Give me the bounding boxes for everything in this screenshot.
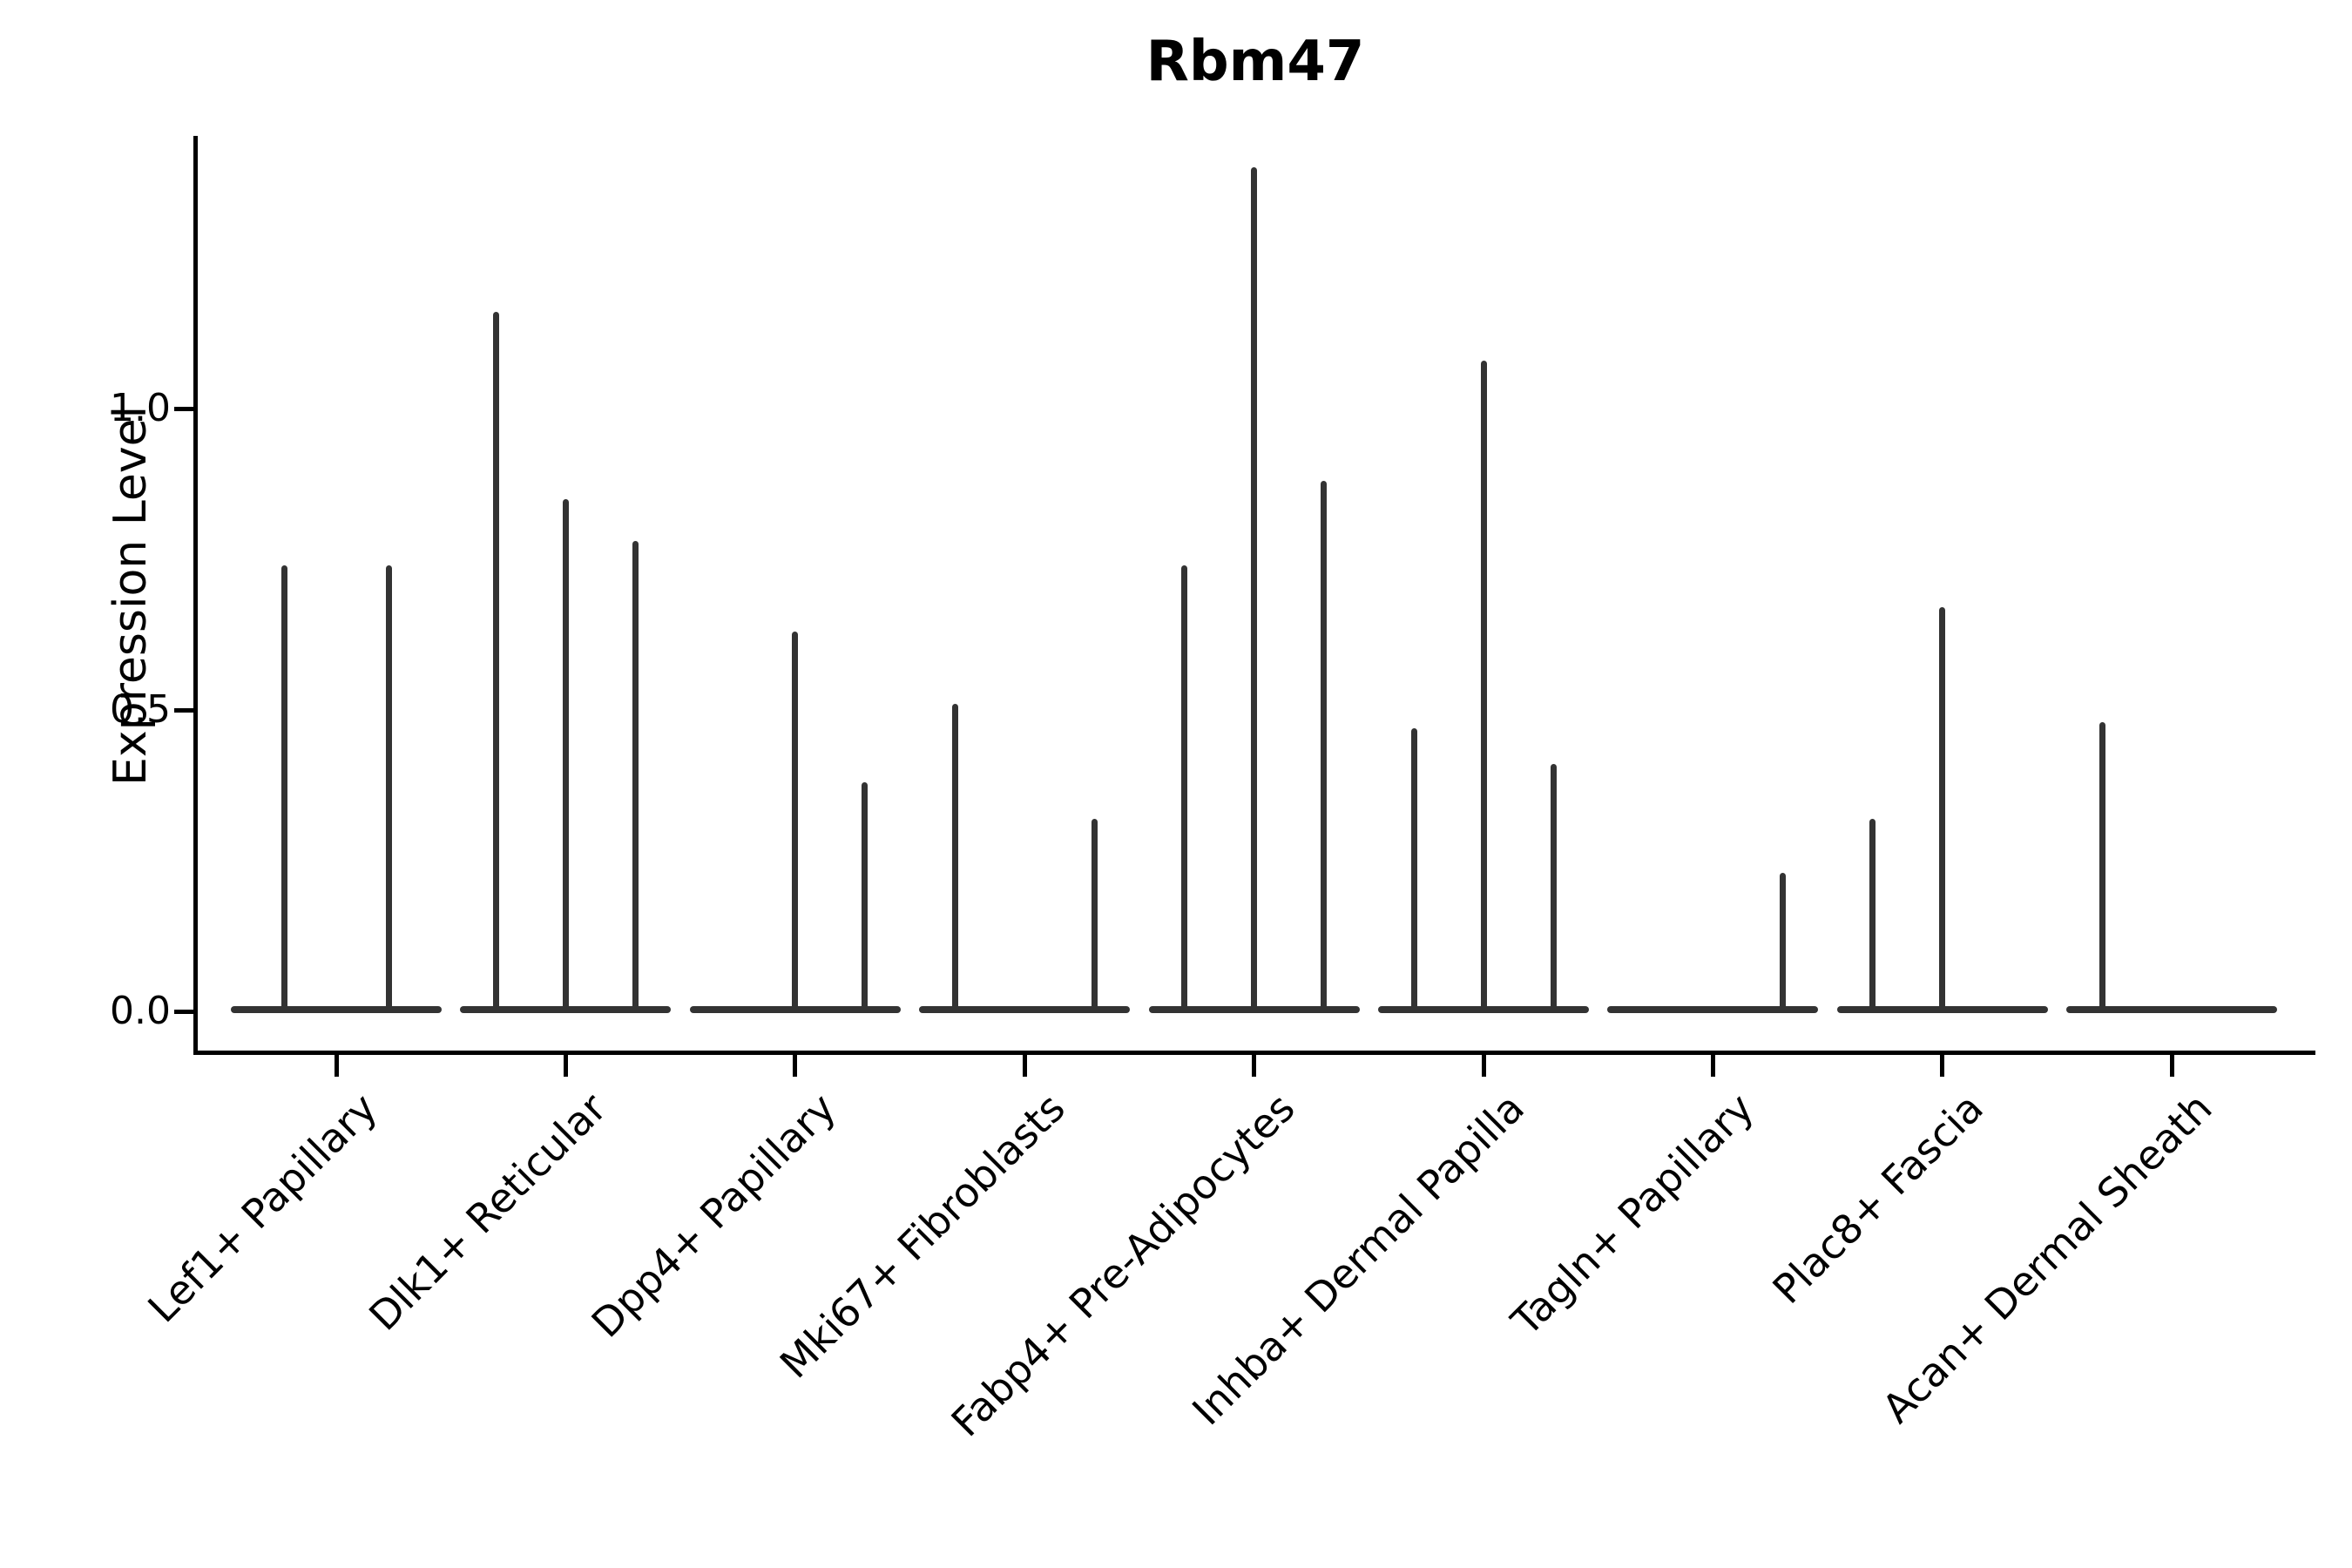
x-tick-mark <box>1022 1052 1027 1077</box>
x-tick-label: Tagln+ Papillary <box>1502 1084 1763 1345</box>
x-tick-label: Plac8+ Fascia <box>1763 1084 1992 1313</box>
y-tick-label: 0.5 <box>110 687 171 732</box>
y-tick-label: 0.0 <box>110 989 171 1033</box>
violin-spike <box>862 782 868 1011</box>
x-tick-mark <box>1940 1052 1945 1077</box>
y-tick-label: 1.0 <box>110 386 171 430</box>
x-tick-mark <box>2169 1052 2174 1077</box>
violin-baseline <box>1607 1006 1819 1013</box>
x-tick-label: Lef1+ Papillary <box>138 1084 386 1332</box>
violin-baseline <box>231 1006 442 1013</box>
x-tick-mark <box>334 1052 339 1077</box>
x-tick-mark <box>563 1052 568 1077</box>
x-tick-label: Dlk1+ Reticular <box>359 1084 616 1340</box>
x-tick-mark <box>793 1052 798 1077</box>
violin-spike <box>1869 818 1876 1011</box>
violin-spike <box>1251 167 1258 1011</box>
y-tick-mark <box>174 1009 198 1014</box>
violin-spike <box>1410 727 1417 1011</box>
violin-baseline <box>2066 1006 2278 1013</box>
y-tick-mark <box>174 707 198 713</box>
y-axis-spine <box>193 136 198 1055</box>
violin-baseline <box>919 1006 1131 1013</box>
violin-spike <box>951 704 958 1011</box>
x-tick-mark <box>1481 1052 1486 1077</box>
violin-spike <box>2099 721 2105 1011</box>
x-tick-mark <box>1252 1052 1257 1077</box>
violin-spike <box>792 632 799 1011</box>
violin-spike <box>1550 764 1557 1011</box>
violin-spike <box>280 564 287 1011</box>
violin-spike <box>1939 607 1946 1011</box>
violin-spike <box>492 312 499 1011</box>
violin-spike <box>1181 564 1188 1011</box>
x-tick-mark <box>1710 1052 1715 1077</box>
violin-spike <box>1480 360 1487 1011</box>
x-tick-label: Dpp4+ Papillary <box>582 1084 845 1347</box>
violin-spike <box>1321 481 1328 1011</box>
violin-spike <box>1091 818 1098 1011</box>
violin-spike <box>1779 872 1786 1011</box>
y-tick-mark <box>174 406 198 411</box>
violin-spike <box>562 498 569 1011</box>
violin-spike <box>385 564 392 1011</box>
chart-title: Rbm47 <box>1146 30 1365 94</box>
violin-spike <box>632 541 639 1011</box>
